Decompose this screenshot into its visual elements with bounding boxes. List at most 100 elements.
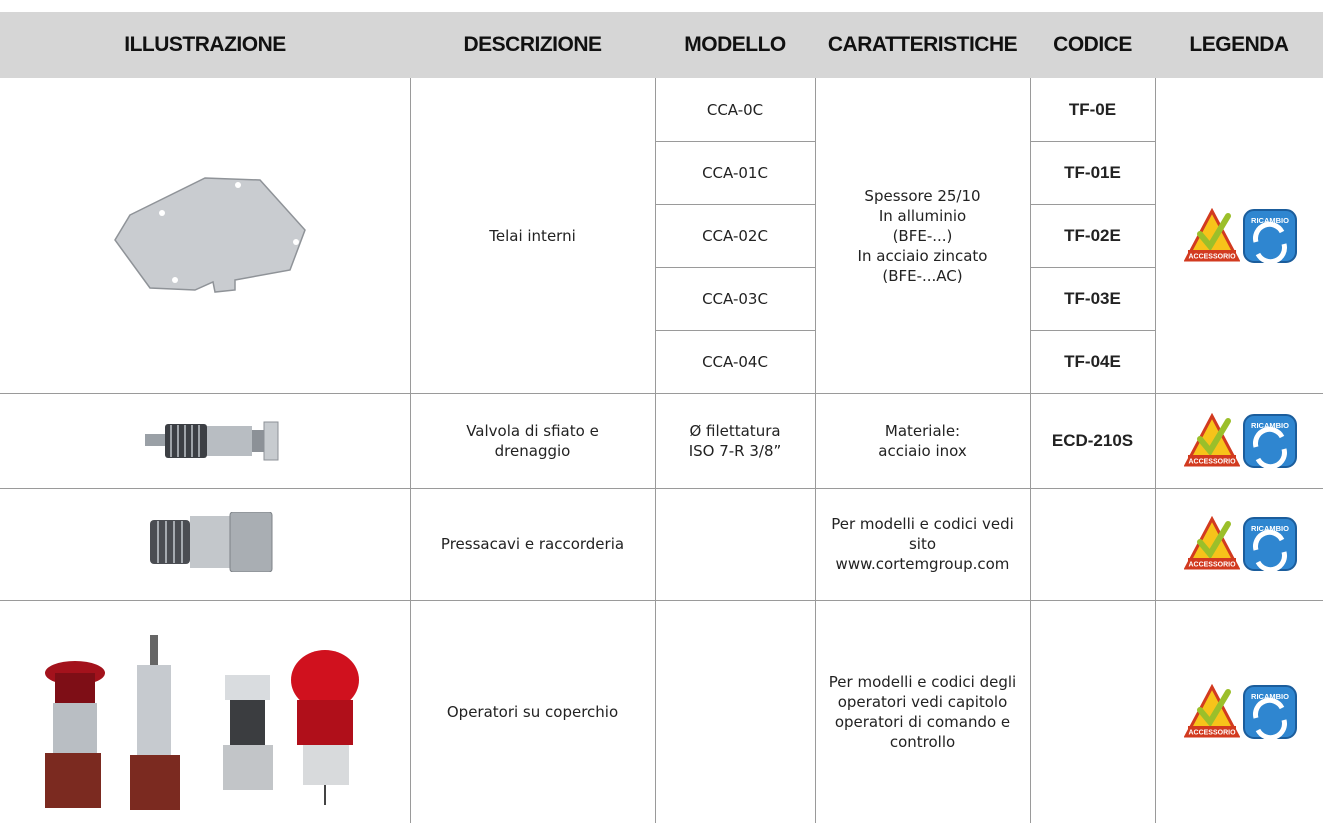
code-cell: ECD-210S [1030, 393, 1155, 488]
spare-icon: RICAMBIO [1243, 684, 1297, 740]
text-line: ECD-210S [1051, 430, 1134, 450]
icon-band [1188, 249, 1236, 261]
text-line: Spessore 25/10 [864, 186, 981, 205]
model-cell: CCA-01C [655, 141, 815, 204]
column-line [815, 78, 816, 823]
code-cell: TF-04E [1030, 330, 1155, 393]
icon-arrow [1253, 426, 1285, 448]
code-cell: TF-03E [1030, 267, 1155, 330]
icon-arrow [1253, 221, 1285, 243]
sub-row-line [655, 330, 815, 331]
spare-icon: RICAMBIO [1243, 208, 1297, 264]
text-line: Per modelli e codici vedi [831, 515, 1014, 533]
code-cell: TF-02E [1030, 204, 1155, 267]
icon-check [1197, 521, 1231, 560]
text-line: operatori vedi capitolo [837, 692, 1008, 711]
text-line: CCA-02C [702, 226, 768, 245]
text-line: Materiale: [884, 421, 961, 440]
code-cell: TF-01E [1030, 141, 1155, 204]
spare-icon: RICAMBIO [1243, 517, 1297, 572]
icon-arrow [1253, 529, 1285, 551]
model-cell: CCA-04C [655, 330, 815, 393]
text-line: Pressacavi e raccorderia [440, 535, 625, 553]
text-line: (BFE-...) [892, 226, 953, 245]
features-cell: Materiale: acciaio inox [815, 393, 1030, 488]
icon-label: ACCESSORIO [1188, 253, 1236, 260]
header-cell: CODICE [1030, 12, 1155, 78]
icon-label: ACCESSORIO [1188, 729, 1236, 736]
text-line: DESCRIZIONE [463, 33, 602, 56]
text-line: CCA-04C [702, 352, 768, 371]
icon-arrow [1255, 447, 1287, 469]
plate-illustration [114, 177, 306, 293]
text-line: CODICE [1053, 33, 1132, 56]
text-line: CCA-03C [702, 289, 768, 308]
text-line: controllo [889, 732, 956, 751]
icon-arrow [1253, 697, 1285, 719]
text-line: TF-02E [1064, 225, 1121, 245]
features-cell: Per modelli e codici vedi sito www.cortemg… [815, 488, 1030, 600]
icon-label: ACCESSORIO [1188, 562, 1236, 569]
row-line [0, 600, 1323, 601]
text-line: ISO 7-R 3/8” [688, 441, 782, 460]
sub-row-line [1030, 330, 1155, 331]
text-line: Valvola di sfiato e [466, 421, 599, 440]
row-line [0, 393, 1323, 394]
header-cell: LEGENDA [1155, 12, 1323, 78]
text-line: In alluminio [878, 206, 967, 225]
model-cell: Ø filettatura ISO 7-R 3/8” [655, 393, 815, 488]
operators-illustration [45, 635, 359, 810]
features-cell: Spessore 25/10 In alluminio (BFE-...) In ac… [815, 78, 1030, 393]
text-line: acciaio inox [878, 441, 967, 460]
text-line: MODELLO [684, 33, 786, 56]
text-line: In acciaio zincato [857, 246, 988, 265]
text-line: drenaggio [494, 441, 571, 460]
description-cell: Pressacavi e raccorderia [410, 488, 655, 600]
text-line: www.cortemgroup.com [835, 555, 1010, 573]
model-cell: CCA-0C [655, 78, 815, 141]
spare-icon: RICAMBIO [1243, 413, 1297, 469]
icon-label: RICAMBIO [1251, 216, 1289, 225]
text-line: Per modelli e codici degli [828, 672, 1017, 691]
description-cell: Valvola di sfiato e drenaggio [410, 393, 655, 488]
text-line: Ø filettatura [689, 421, 781, 440]
sub-row-line [655, 204, 815, 205]
gland-illustration [150, 512, 273, 572]
row-line [0, 488, 1323, 489]
icon-band [1188, 725, 1236, 737]
text-line: sito [908, 535, 937, 553]
column-line [1155, 78, 1156, 823]
sub-row-line [1030, 267, 1155, 268]
column-line [655, 78, 656, 823]
column-line [410, 78, 411, 823]
text-line: CARATTERISTICHE [827, 33, 1018, 56]
description-cell: Operatori su coperchio [410, 600, 655, 823]
text-line: TF-01E [1064, 162, 1121, 182]
icon-band [1188, 454, 1236, 466]
text-line: TF-03E [1064, 288, 1121, 308]
code-cell: TF-0E [1030, 78, 1155, 141]
icon-check [1197, 688, 1231, 727]
accessory-icon: ACCESSORIO [1184, 207, 1240, 261]
accessory-icon: ACCESSORIO [1184, 683, 1240, 737]
header-band [0, 12, 1323, 78]
icon-arrow [1255, 242, 1287, 264]
model-cell: CCA-02C [655, 204, 815, 267]
sub-row-line [1030, 204, 1155, 205]
text-line: CCA-01C [702, 163, 768, 182]
header-cell: CARATTERISTICHE [815, 12, 1030, 78]
sub-row-line [655, 141, 815, 142]
description-cell: Telai interni [410, 78, 655, 393]
text-line: operatori di comando e [834, 712, 1011, 731]
icon-band [1188, 558, 1236, 569]
text-line: CCA-0C [706, 100, 764, 119]
model-cell: CCA-03C [655, 267, 815, 330]
column-line [1030, 78, 1031, 823]
icon-check [1197, 212, 1231, 251]
header-cell: MODELLO [655, 12, 815, 78]
accessory-icon: ACCESSORIO [1184, 412, 1240, 466]
icon-label: ACCESSORIO [1188, 458, 1236, 465]
features-cell: Per modelli e codici degli operatori vedi… [815, 600, 1030, 823]
icon-check [1197, 417, 1231, 456]
